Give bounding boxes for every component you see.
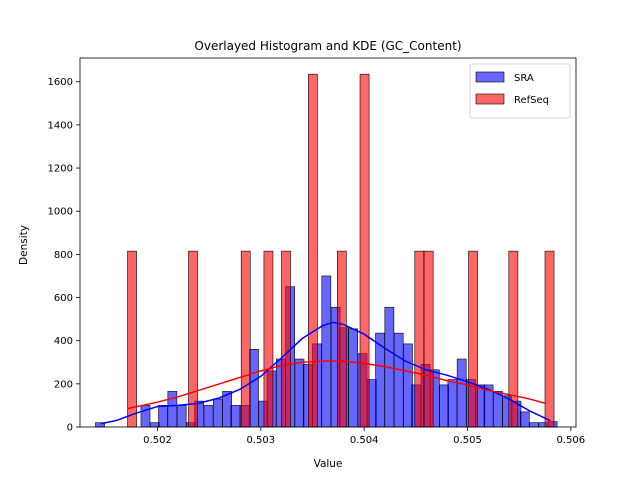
legend-swatch-refseq [475,93,505,105]
plot-area: 0.502 0.503 0.504 0.505 0.506 0 200 400 600 800 10… [48,57,586,446]
legend-label-refseq: RefSeq [514,95,549,106]
histogram-bar-sra [149,422,160,428]
histogram-bar-sra [403,343,413,428]
x-tick-label: 0.506 [557,435,586,446]
histogram-bar-sra [321,275,332,428]
histogram-bar-sra [213,398,223,428]
x-axis-title: Value [314,458,343,470]
histogram-bar-sra [529,422,539,428]
histogram-bar-sra [439,384,449,428]
y-tick-label: 1000 [48,207,73,218]
legend: SRA RefSeq [469,63,571,119]
y-tick-label: 1600 [48,77,73,88]
histogram-bar-refseq [240,250,251,428]
y-tick-label: 800 [54,250,73,261]
x-tick-label: 0.505 [453,435,482,446]
x-tick-label: 0.504 [350,435,379,446]
histogram-bar-refseq [508,250,519,428]
axes-frame [79,57,577,428]
histogram-bar-refseq [127,250,137,428]
histogram-bar-refseq [468,250,478,428]
kde-line-refseq [127,360,546,410]
histogram-bar-sra [393,332,404,428]
y-tick-label: 400 [54,336,73,347]
legend-swatch-sra [475,71,505,83]
histogram-bar-refseq [414,250,425,428]
x-tick-label: 0.502 [143,435,172,446]
histogram-bar-sra [176,405,187,428]
histogram-bar-sra [294,358,305,428]
histogram-bar-sra [230,405,241,428]
histogram-bar-refseq [308,73,318,428]
histogram-bar-sra [493,391,503,428]
legend-label-sra: SRA [514,73,534,84]
histogram-bar-refseq [336,250,347,428]
histogram-bar-sra [158,405,168,428]
histogram-bar-sra [447,379,458,428]
histogram-bar-refseq [188,250,198,428]
y-axis-title: Density [18,225,30,265]
histogram-bar-sra [203,405,214,428]
y-tick-label: 1400 [48,120,73,131]
histogram-bar-refseq [359,73,370,428]
x-tick-label: 0.503 [247,435,276,446]
y-tick-label: 200 [54,379,73,390]
y-tick-label: 600 [54,293,73,304]
histogram-bar-sra [348,328,359,428]
y-tick-label: 1200 [48,164,73,175]
histogram-bar-sra [456,358,467,428]
histogram-bar-refseq [423,250,434,428]
histogram-bar-refseq [544,250,555,428]
histogram-bar-sra [519,411,530,428]
kde-line-sra [100,321,551,425]
histogram-bar-refseq [281,250,291,428]
histogram-bar-refseq [263,250,274,428]
histogram-bar-sra [249,349,259,428]
chart-title: Overlayed Histogram and KDE (GC_Content) [194,39,461,53]
y-tick-label: 0 [67,423,73,434]
